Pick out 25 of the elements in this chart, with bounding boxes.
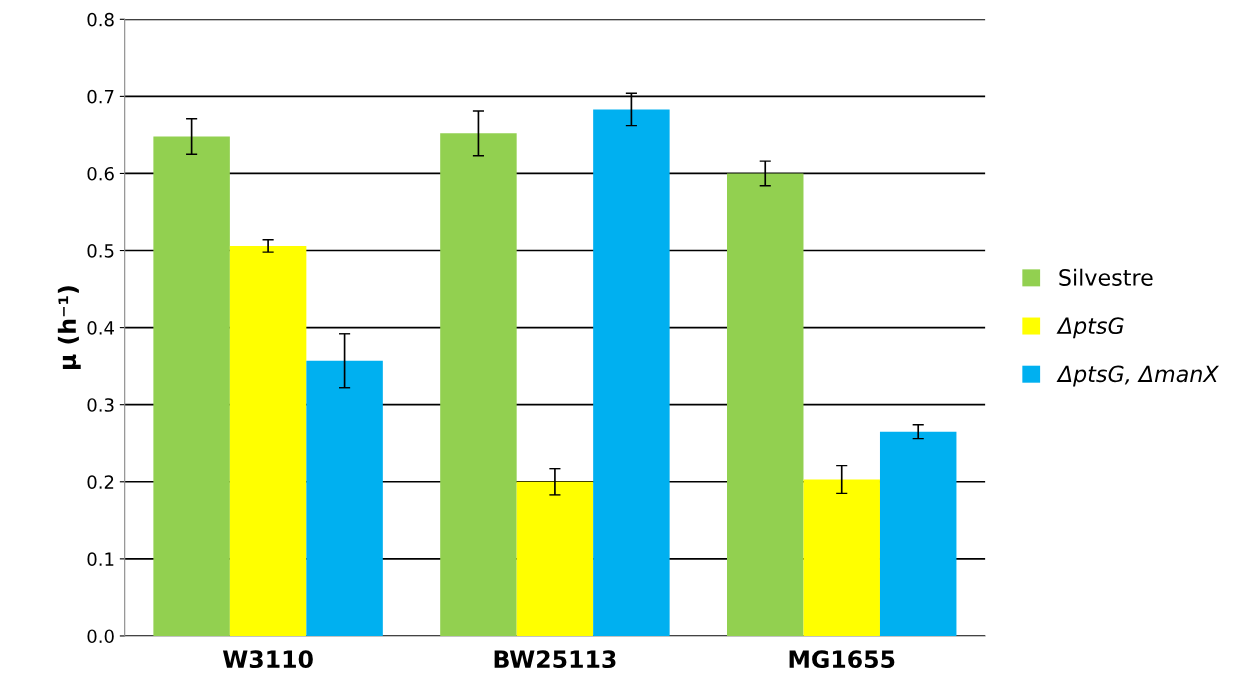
y-tick-label: 0.8 (87, 12, 114, 27)
bar (593, 109, 670, 636)
y-tick-label: 0.6 (87, 166, 114, 181)
x-tick-label: MG1655 (789, 650, 895, 669)
bar (879, 431, 957, 636)
y-tick-label: 0.5 (87, 244, 114, 258)
bar (229, 245, 307, 636)
y-tick-label: 0.4 (87, 321, 114, 335)
bar (727, 173, 804, 636)
legend-label: ΔptsG, ΔmanX (1056, 365, 1220, 387)
legend-label: Silvestre (1059, 268, 1153, 286)
y-tick-label: 0.2 (87, 475, 114, 489)
y-axis-title: µ (h⁻¹) (57, 286, 81, 370)
y-tick-label: 0.7 (87, 89, 114, 104)
x-tick-label: W3110 (222, 650, 313, 669)
bar (516, 481, 594, 636)
x-tick-label: BW25113 (494, 650, 616, 669)
bar (306, 360, 383, 636)
bar (440, 133, 517, 636)
y-tick-label: 0.1 (87, 552, 114, 566)
y-tick-label: 0.3 (87, 398, 114, 412)
bar (153, 136, 230, 636)
legend-label: ΔptsG (1056, 317, 1124, 339)
bar (803, 479, 880, 636)
y-tick-label: 0.0 (87, 629, 114, 644)
